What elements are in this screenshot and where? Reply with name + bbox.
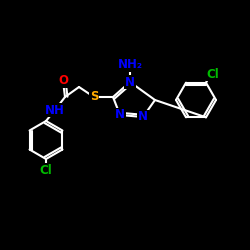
Text: Cl: Cl bbox=[40, 164, 52, 176]
Text: NH: NH bbox=[45, 104, 65, 117]
Text: NH₂: NH₂ bbox=[118, 58, 142, 71]
Text: N: N bbox=[138, 110, 148, 124]
Text: S: S bbox=[90, 90, 98, 104]
Text: N: N bbox=[115, 108, 125, 122]
Text: O: O bbox=[58, 74, 68, 88]
Text: N: N bbox=[125, 76, 135, 88]
Text: Cl: Cl bbox=[206, 68, 220, 80]
